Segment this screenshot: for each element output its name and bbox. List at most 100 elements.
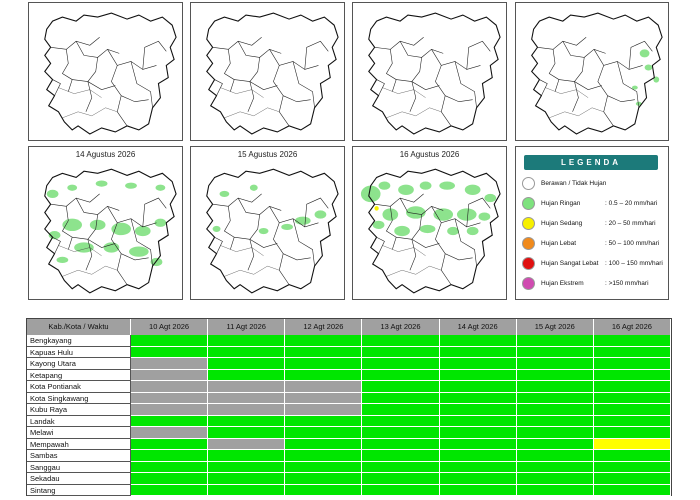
- district-boundary: [385, 206, 397, 250]
- forecast-cell: [285, 358, 363, 370]
- forecast-cell: [131, 346, 209, 358]
- regency-name: Kayong Utara: [27, 358, 131, 370]
- table-date-header: 14 Agt 2026: [439, 319, 517, 335]
- legend-label: Hujan Sedang: [541, 220, 583, 227]
- district-boundary: [466, 197, 491, 227]
- forecast-cell: [285, 381, 363, 393]
- rain-area: [56, 256, 69, 263]
- forecast-cell: [593, 346, 671, 358]
- forecast-cell: [208, 404, 286, 416]
- district-boundary: [142, 40, 167, 70]
- district-boundary: [445, 95, 473, 103]
- forecast-cell: [516, 473, 594, 485]
- forecast-cell: [362, 346, 440, 358]
- forecast-cell: [131, 392, 209, 404]
- rain-area: [466, 226, 479, 236]
- river-line: [545, 87, 589, 98]
- forecast-cell: [131, 358, 209, 370]
- regency-name: Kota Pontianak: [27, 381, 131, 393]
- panel-date-title: 15 Agustus 2026: [237, 150, 298, 159]
- district-boundary: [454, 61, 477, 108]
- rainfall-map-panel: [190, 2, 345, 141]
- forecast-cell: [208, 427, 286, 439]
- rain-area: [478, 212, 491, 221]
- river-line: [62, 265, 118, 277]
- forecast-cell: [208, 484, 286, 496]
- rain-area: [134, 225, 151, 237]
- forecast-cell: [593, 427, 671, 439]
- forecast-cell: [285, 415, 363, 427]
- district-boundary: [628, 40, 653, 70]
- river-line: [549, 107, 604, 119]
- district-boundary: [385, 49, 397, 92]
- rain-area: [74, 242, 94, 253]
- province-map: [206, 168, 339, 294]
- district-boundary: [431, 49, 481, 70]
- legend-range: : >150 mm/hari: [605, 280, 649, 287]
- district-boundary: [304, 197, 329, 227]
- river-line: [220, 245, 264, 256]
- table-header-label: Kab./Kota / Waktu: [27, 319, 131, 335]
- regency-name: Sanggau: [27, 461, 131, 473]
- district-boundary: [376, 79, 385, 96]
- forecast-cell: [208, 346, 286, 358]
- district-boundary: [214, 79, 223, 96]
- regency-name: Kapuas Hulu: [27, 346, 131, 358]
- forecast-cell: [362, 369, 440, 381]
- forecast-cell: [131, 473, 209, 485]
- district-boundary: [269, 49, 319, 70]
- regency-name: Sintang: [27, 484, 131, 496]
- district-boundary: [234, 236, 278, 248]
- rain-forecast-table: Kab./Kota / Waktu 10 Agt 2026 11 Agt 2026…: [26, 318, 672, 496]
- district-boundary: [273, 222, 290, 285]
- rain-area: [249, 184, 258, 191]
- forecast-cell: [285, 450, 363, 462]
- rain-area: [644, 64, 653, 71]
- forecast-cell: [208, 415, 286, 427]
- forecast-cell: [285, 404, 363, 416]
- rain-area: [378, 181, 391, 190]
- river-line: [224, 265, 280, 277]
- forecast-cell: [285, 369, 363, 381]
- legend-label: Hujan Sangat Lebat: [541, 260, 599, 267]
- forecast-cell: [439, 335, 517, 347]
- forecast-cell: [439, 473, 517, 485]
- district-boundary: [607, 95, 635, 103]
- forecast-cell: [516, 392, 594, 404]
- regency-name: Kubu Raya: [27, 404, 131, 416]
- forecast-cell: [439, 438, 517, 450]
- forecast-cell: [362, 427, 440, 439]
- forecast-cell: [593, 461, 671, 473]
- district-boundary: [374, 36, 424, 50]
- forecast-cell: [593, 335, 671, 347]
- rain-area: [394, 225, 410, 237]
- rain-area: [382, 208, 399, 221]
- table-date-header: 15 Agt 2026: [516, 319, 594, 335]
- forecast-cell: [516, 450, 594, 462]
- district-boundary: [212, 193, 262, 207]
- district-boundary: [445, 253, 473, 261]
- forecast-cell: [131, 461, 209, 473]
- district-boundary: [50, 193, 100, 207]
- district-boundary: [214, 236, 223, 254]
- province-outline: [44, 12, 177, 135]
- river-line: [386, 265, 442, 277]
- province-outline: [530, 12, 663, 135]
- river-line: [386, 107, 442, 119]
- legend-swatch: [522, 277, 535, 290]
- regency-name: Bengkayang: [27, 335, 131, 347]
- legend-range: : 50 – 100 mm/hari: [605, 240, 660, 247]
- district-boundary: [537, 36, 587, 50]
- district-boundary: [61, 206, 73, 250]
- moderate-rain-area: [374, 206, 379, 211]
- district-boundary: [617, 61, 640, 108]
- legend-swatch: [522, 197, 535, 210]
- forecast-cell: [208, 473, 286, 485]
- forecast-cell: [439, 369, 517, 381]
- province-map: [44, 168, 177, 294]
- rain-area: [89, 219, 106, 230]
- legend-range: : 100 – 150 mm/hari: [605, 260, 663, 267]
- rain-area: [294, 216, 311, 225]
- province-map: [360, 168, 501, 294]
- district-boundary: [121, 95, 149, 103]
